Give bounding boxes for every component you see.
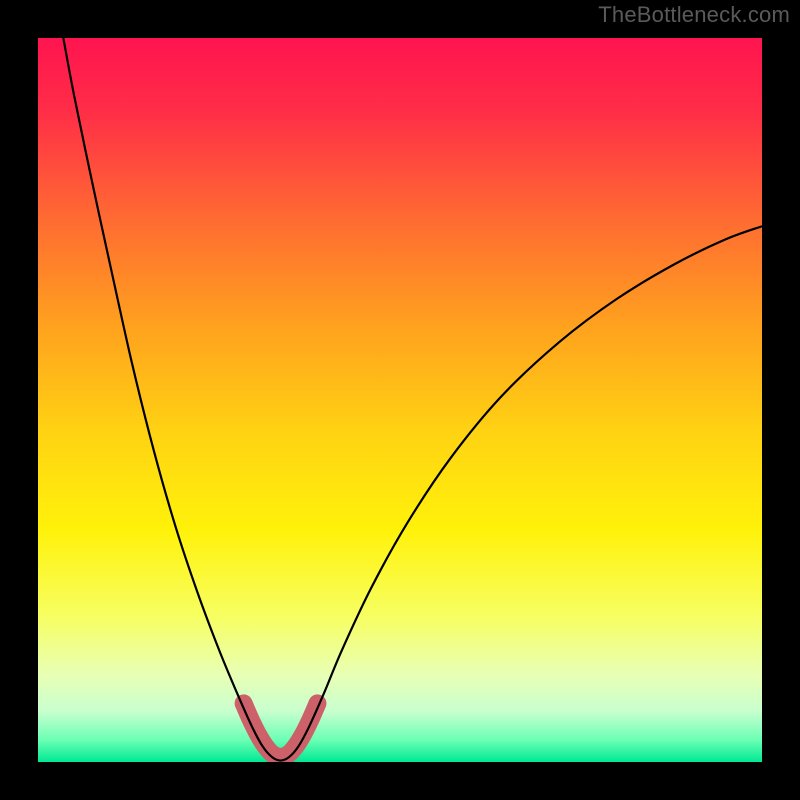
bottleneck-curve-plot — [0, 0, 800, 800]
gradient-background — [38, 38, 762, 762]
chart-canvas: TheBottleneck.com — [0, 0, 800, 800]
watermark-label: TheBottleneck.com — [598, 2, 790, 28]
